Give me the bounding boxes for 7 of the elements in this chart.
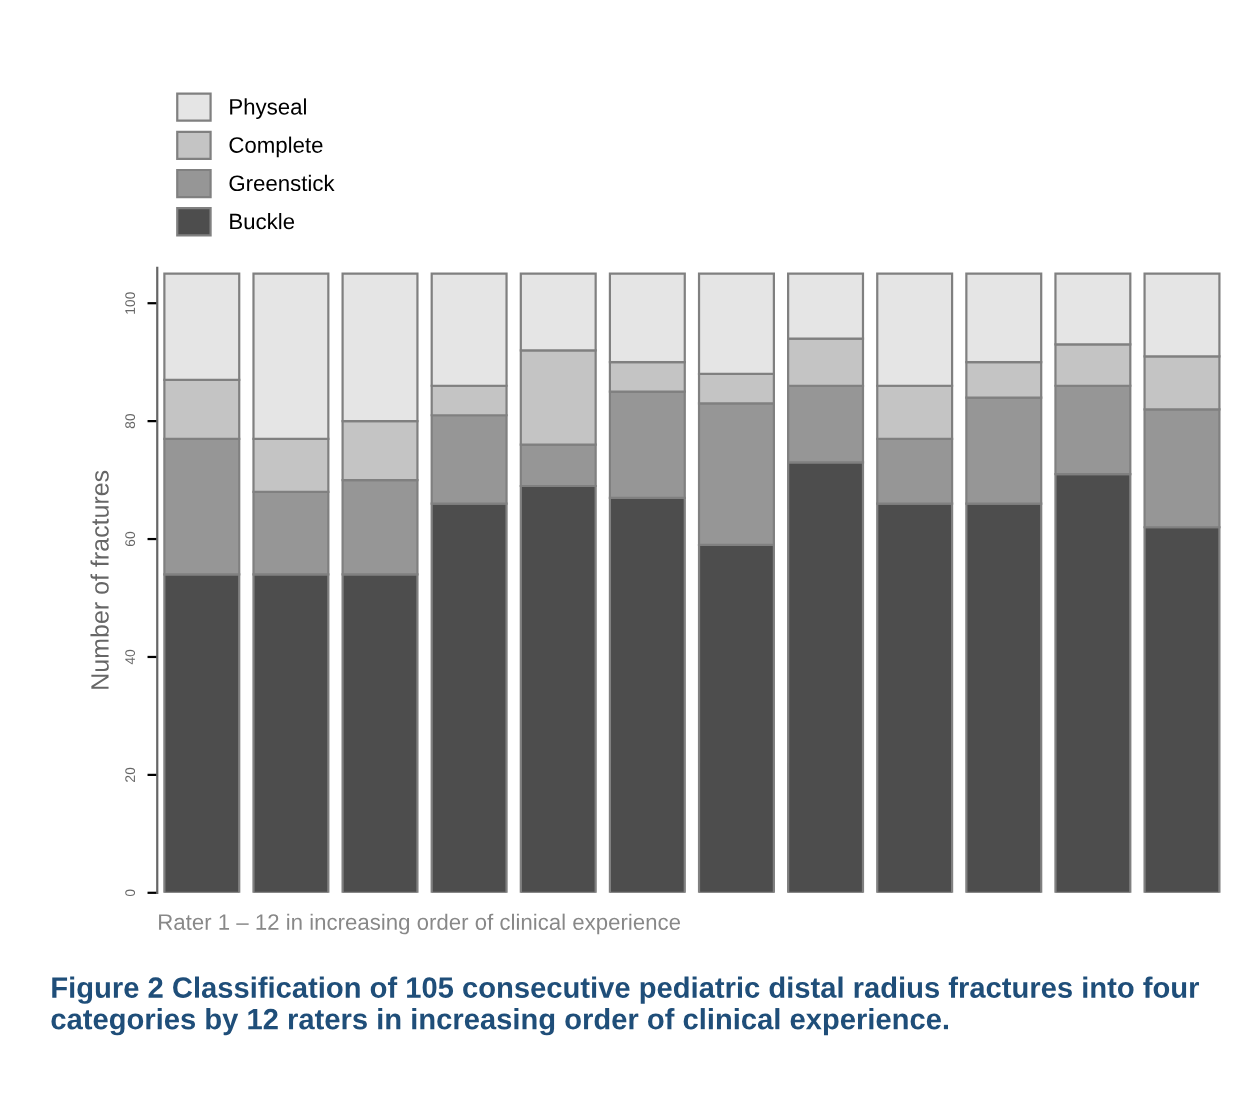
- legend-label: Buckle: [230, 213, 295, 230]
- legend-label: Greenstick: [229, 174, 335, 192]
- legend-label: Physeal: [230, 98, 306, 120]
- x-axis-title: Rater 1 – 12 in increasing order of clinical experience: [159, 913, 680, 935]
- legend-label: Complete: [229, 136, 323, 158]
- y-axis-title: Number of fractures: [90, 470, 109, 689]
- caption: Figure 2 Classification of 105 consecutive pediatric distal radius fractures into four categories by 12 raters in increasing order of clinical experience.: [51, 976, 1200, 1036]
